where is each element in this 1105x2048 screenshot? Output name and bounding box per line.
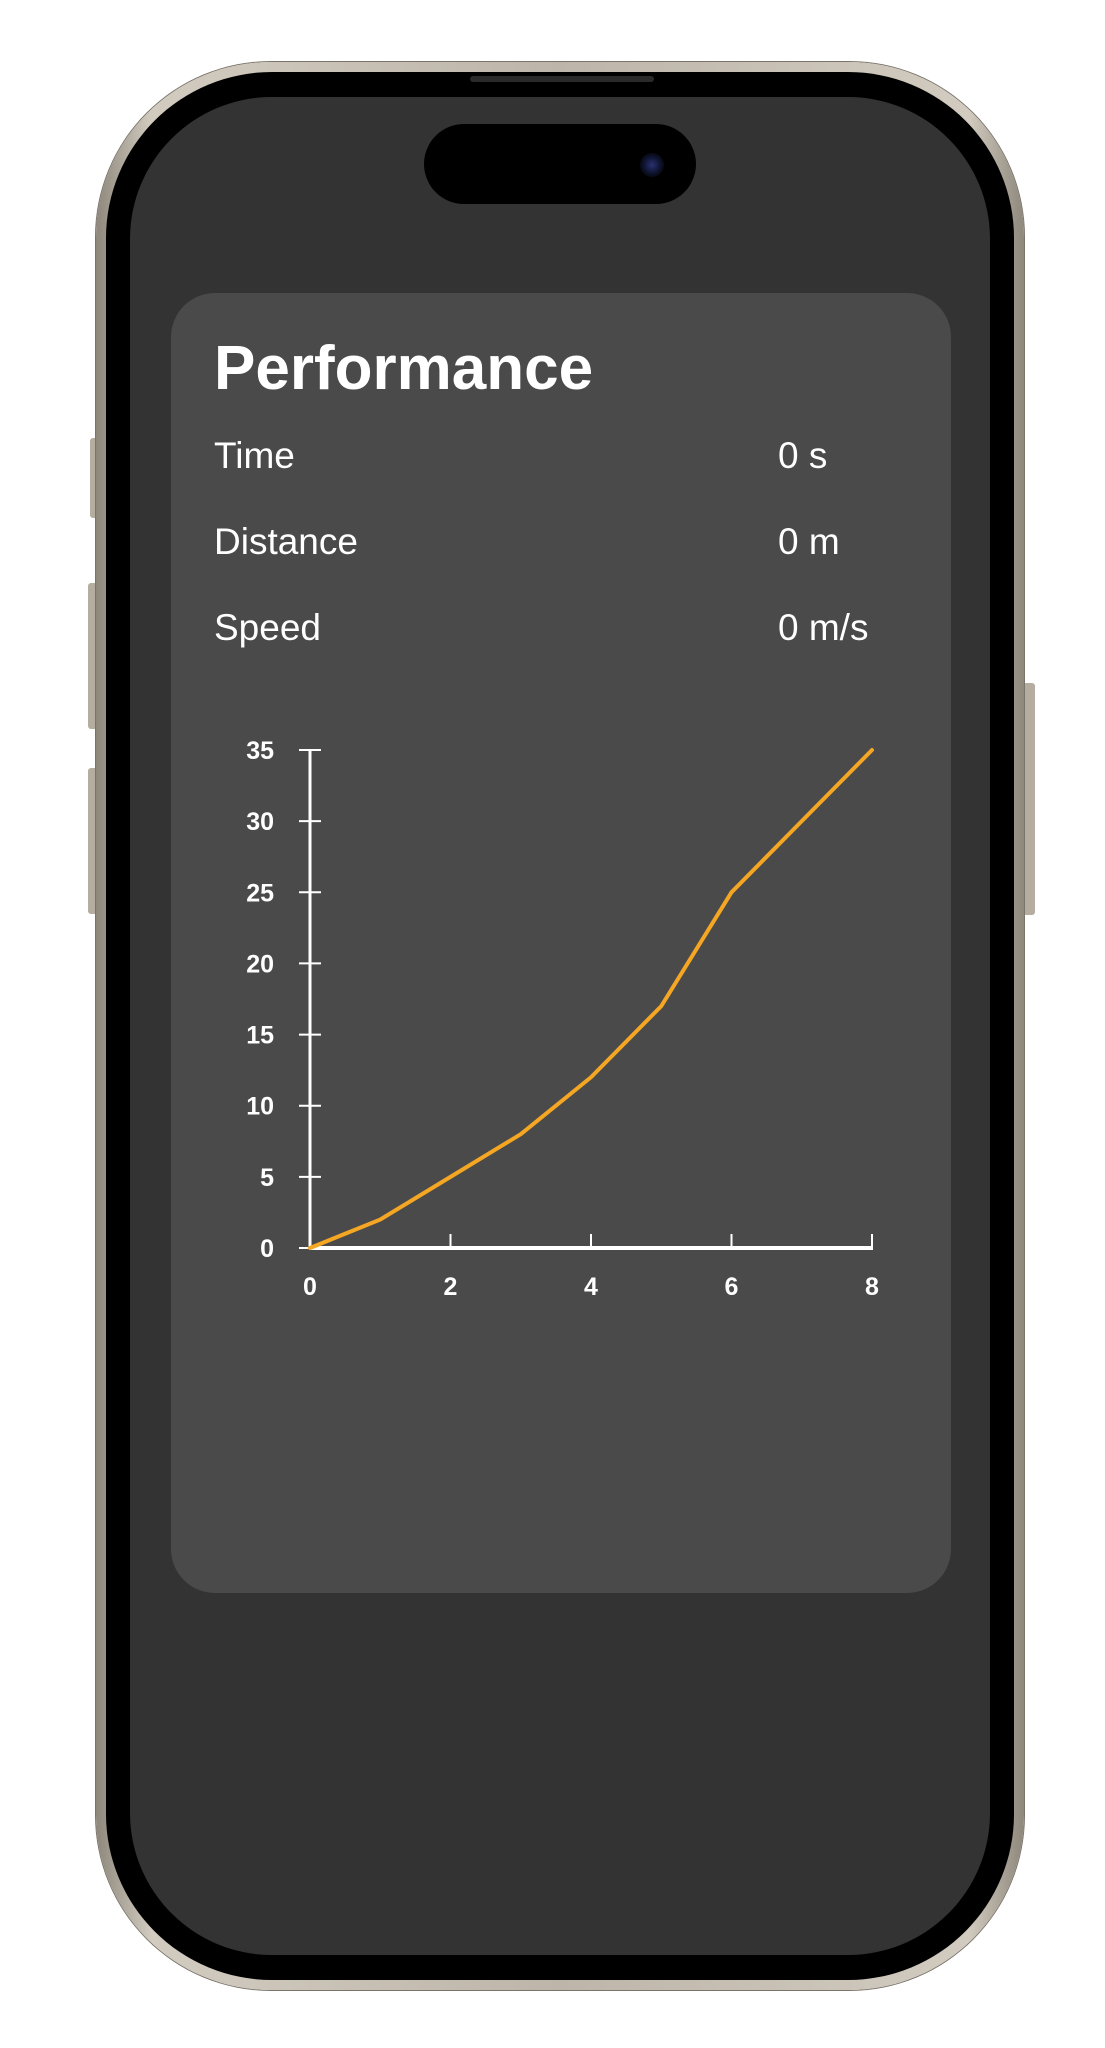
y-tick-label-30: 30 (246, 808, 274, 836)
x-tick-label-8: 8 (865, 1273, 879, 1301)
distance-label: Distance (214, 521, 358, 562)
power-button (1023, 683, 1035, 915)
x-tick-label-2: 2 (444, 1273, 458, 1301)
y-tick-label-35: 35 (246, 737, 274, 765)
x-tick-label-0: 0 (303, 1273, 317, 1301)
y-tick-label-10: 10 (246, 1093, 274, 1121)
speed-value: 0 m/s (778, 607, 869, 648)
x-tick-label-6: 6 (725, 1273, 739, 1301)
y-tick-label-5: 5 (260, 1164, 274, 1192)
action-button (90, 438, 100, 518)
y-tick-label-0: 0 (260, 1235, 274, 1263)
performance-card: Performance Time 0 s Distance 0 m Speed … (171, 293, 951, 1593)
time-value: 0 s (778, 435, 828, 476)
y-tick-label-15: 15 (246, 1022, 274, 1050)
performance-line-chart: 0 5 10 15 20 25 30 35 0 2 4 6 8 (246, 737, 879, 1301)
x-tick-label-4: 4 (584, 1273, 598, 1301)
speed-label: Speed (214, 607, 321, 648)
distance-value: 0 m (778, 521, 840, 562)
y-tick-label-20: 20 (246, 950, 274, 978)
series-line-0 (308, 748, 874, 1250)
earpiece-slot (470, 76, 654, 82)
y-tick-label-25: 25 (246, 879, 274, 907)
time-label: Time (214, 435, 295, 476)
front-camera-icon (640, 153, 664, 177)
performance-title: Performance (214, 334, 594, 403)
